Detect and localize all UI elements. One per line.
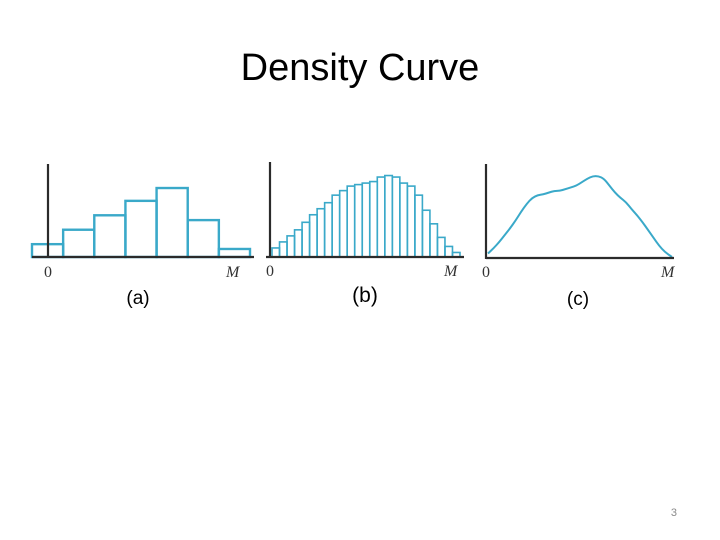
histogram-a-bar bbox=[217, 247, 252, 259]
slide-title: Density Curve bbox=[240, 47, 480, 89]
histogram-b-bar bbox=[338, 189, 349, 258]
histogram-b-bar bbox=[436, 236, 446, 258]
histogram-b-bars bbox=[271, 174, 461, 258]
density-curve-c-tick-zero: 0 bbox=[482, 264, 490, 281]
histogram-b-bar bbox=[421, 209, 431, 258]
histogram-b: 0 M bbox=[266, 162, 464, 280]
histogram-b-bar bbox=[368, 180, 379, 258]
histogram-a-bar bbox=[93, 214, 127, 259]
histogram-b-bar bbox=[308, 213, 318, 258]
histogram-b-bar bbox=[316, 207, 326, 258]
histogram-a-bar bbox=[124, 199, 158, 259]
histogram-b-bar bbox=[414, 194, 424, 258]
histogram-b-tick-m: M bbox=[443, 263, 459, 280]
histogram-b-bar bbox=[361, 182, 371, 258]
histogram-b-bar bbox=[346, 185, 356, 258]
histogram-b-bar bbox=[353, 183, 364, 258]
histogram-b-bar bbox=[429, 223, 439, 258]
density-curve-c-line bbox=[487, 175, 673, 258]
histogram-b-bar bbox=[286, 235, 296, 258]
histogram-b-bar bbox=[406, 185, 416, 258]
histogram-b-bar bbox=[444, 245, 454, 258]
histogram-a: 0 M bbox=[30, 164, 254, 281]
density-curve-c-plot bbox=[487, 175, 673, 258]
histogram-b-bar bbox=[376, 176, 386, 258]
histogram-a-tick-m: M bbox=[225, 264, 241, 281]
histogram-b-bar bbox=[384, 174, 394, 258]
histogram-b-bar bbox=[301, 221, 311, 258]
histogram-a-bars bbox=[30, 186, 252, 259]
histogram-a-bar bbox=[186, 218, 221, 259]
histogram-b-bar bbox=[278, 241, 288, 258]
density-curve-c-tick-m: M bbox=[660, 264, 676, 281]
histogram-b-bar bbox=[293, 229, 303, 258]
histogram-b-bar bbox=[271, 247, 281, 258]
histogram-a-tick-zero: 0 bbox=[44, 264, 52, 281]
slide-number: 3 bbox=[670, 507, 677, 519]
histogram-b-bar bbox=[391, 176, 401, 258]
density-curve-c: 0 M bbox=[482, 164, 676, 281]
caption-b: (b) bbox=[352, 284, 378, 307]
caption-a: (a) bbox=[126, 288, 150, 309]
histogram-a-bar bbox=[155, 186, 189, 259]
histogram-b-bar bbox=[331, 194, 341, 258]
histogram-b-tick-zero: 0 bbox=[266, 263, 274, 280]
histogram-a-bar bbox=[61, 228, 96, 259]
histogram-b-bar bbox=[399, 182, 409, 258]
caption-c: (c) bbox=[566, 289, 590, 310]
histogram-b-bar bbox=[323, 201, 333, 258]
